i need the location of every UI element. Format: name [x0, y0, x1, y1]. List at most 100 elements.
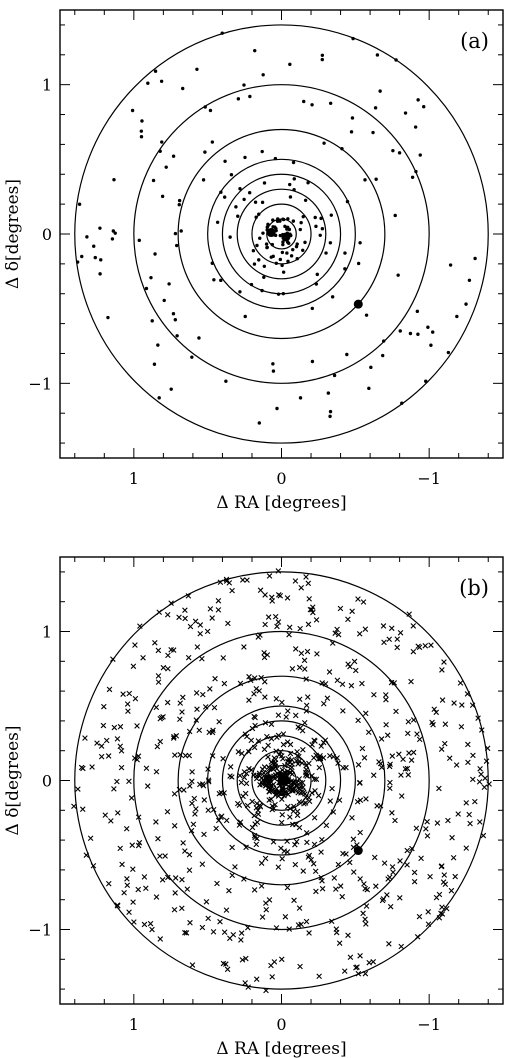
- data-point: [229, 587, 235, 594]
- data-point: [423, 826, 429, 832]
- data-point: [363, 796, 369, 802]
- data-point: [118, 764, 125, 771]
- data-point: [80, 254, 84, 259]
- data-point: [258, 775, 265, 781]
- data-point: [347, 954, 354, 961]
- data-point: [383, 696, 389, 703]
- data-point: [262, 264, 267, 268]
- data-point: [220, 655, 227, 661]
- data-point: [343, 267, 347, 271]
- data-point: [354, 964, 360, 970]
- data-point: [278, 219, 282, 223]
- data-point: [287, 805, 293, 812]
- data-point: [303, 702, 310, 709]
- data-point: [260, 149, 264, 154]
- data-point: [424, 833, 431, 839]
- data-point: [229, 173, 234, 177]
- data-point: [334, 677, 341, 684]
- data-point: [248, 737, 255, 744]
- data-point: [259, 766, 266, 773]
- data-point: [309, 741, 315, 748]
- data-point: [306, 798, 313, 805]
- data-point: [416, 736, 423, 743]
- data-point: [223, 159, 227, 163]
- data-point: [144, 286, 149, 291]
- data-point: [288, 784, 295, 791]
- data-point: [282, 762, 288, 769]
- data-point: [275, 592, 282, 598]
- data-point: [381, 639, 387, 646]
- data-point: [357, 779, 363, 786]
- data-point: [146, 81, 150, 85]
- data-point: [438, 910, 444, 917]
- data-point: [322, 681, 329, 687]
- panel-label: (b): [459, 576, 489, 600]
- data-point: [351, 658, 358, 665]
- data-point: [71, 803, 77, 810]
- data-point: [291, 247, 295, 252]
- data-point: [117, 743, 124, 750]
- x-axis-label: Δ RA [degrees]: [216, 493, 346, 513]
- data-point: [240, 793, 246, 800]
- data-point: [268, 962, 274, 969]
- data-point: [205, 778, 212, 785]
- data-point: [238, 187, 242, 191]
- data-point: [155, 673, 162, 679]
- data-point: [177, 198, 182, 203]
- data-point: [363, 903, 370, 909]
- data-point: [130, 899, 136, 905]
- data-point: [427, 873, 433, 880]
- data-point: [362, 970, 369, 977]
- data-point: [329, 213, 333, 217]
- highlight-point: [353, 299, 363, 309]
- data-point: [179, 709, 185, 715]
- data-point: [180, 694, 186, 701]
- data-point: [251, 744, 258, 751]
- data-point: [303, 574, 309, 580]
- data-point: [486, 781, 492, 787]
- data-point: [298, 584, 305, 591]
- data-point: [320, 700, 327, 707]
- data-point: [439, 904, 445, 910]
- data-point: [215, 220, 220, 224]
- annulus-circle: [221, 173, 342, 295]
- data-point: [315, 272, 319, 277]
- data-point: [394, 636, 401, 642]
- data-point: [295, 256, 299, 261]
- data-point: [257, 587, 264, 593]
- data-point: [194, 706, 200, 712]
- data-point: [227, 764, 234, 770]
- data-point: [361, 881, 367, 887]
- panel-b: 1 0 −1 1 0 −1 Δ RA [degrees] Δ δ[degrees] (b): [3, 556, 504, 1058]
- data-point: [381, 860, 388, 866]
- data-point: [262, 181, 267, 185]
- annulus-circle: [207, 158, 356, 310]
- data-point: [271, 775, 278, 782]
- data-point: [202, 704, 209, 710]
- data-point: [318, 743, 324, 749]
- data-point: [160, 664, 167, 671]
- data-point: [263, 900, 269, 906]
- data-point: [210, 929, 217, 935]
- data-point: [222, 195, 227, 199]
- data-point: [475, 715, 481, 721]
- data-point: [221, 929, 228, 935]
- data-point: [110, 656, 116, 662]
- data-point: [449, 834, 455, 841]
- data-point: [350, 836, 357, 843]
- data-point: [244, 802, 251, 809]
- data-point: [185, 654, 192, 661]
- data-point: [465, 759, 471, 766]
- data-point: [158, 149, 162, 153]
- data-point: [151, 178, 156, 183]
- data-point: [455, 314, 459, 319]
- data-point: [340, 708, 346, 714]
- annulus-circle: [74, 571, 489, 990]
- data-point: [397, 630, 404, 636]
- data-point: [302, 800, 309, 806]
- data-point: [445, 817, 451, 824]
- x-tick-label: −1: [417, 1015, 441, 1034]
- data-point: [311, 841, 318, 848]
- data-point: [313, 215, 317, 220]
- data-point: [405, 772, 412, 778]
